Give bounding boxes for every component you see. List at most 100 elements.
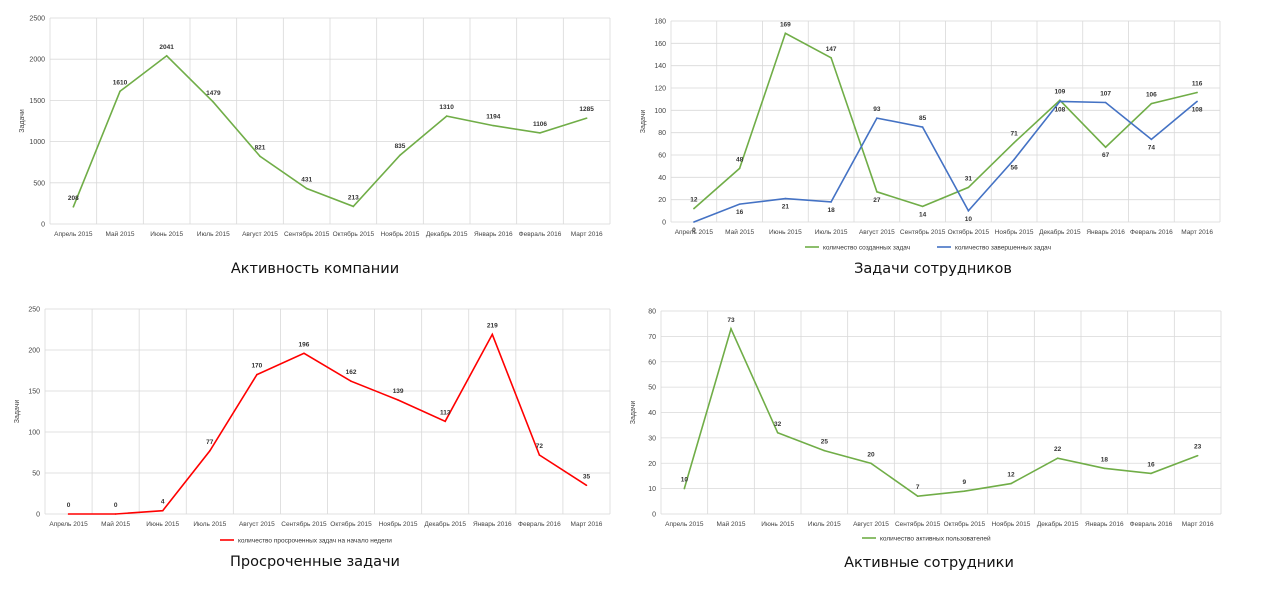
- data-point: [784, 197, 787, 200]
- data-label: 116: [1192, 80, 1203, 87]
- data-label: 56: [1011, 164, 1019, 171]
- data-point: [444, 420, 447, 423]
- x-tick-label: Декабрь 2015: [1037, 520, 1079, 528]
- x-tick-label: Июль 2015: [193, 521, 226, 528]
- data-point: [776, 432, 779, 434]
- data-label: 1106: [533, 121, 547, 128]
- series-line: [693, 32, 1198, 210]
- data-label: 1610: [113, 79, 128, 86]
- data-point: [72, 206, 75, 208]
- data-label: 0: [67, 502, 71, 509]
- data-point: [921, 205, 924, 208]
- legend-label: количество активных пользователей: [880, 535, 991, 543]
- y-tick-label: 40: [658, 175, 666, 182]
- data-point: [963, 490, 966, 492]
- data-point: [1013, 158, 1015, 161]
- y-tick-label: 100: [28, 430, 40, 437]
- y-tick-label: 0: [36, 512, 40, 519]
- data-point: [730, 327, 732, 330]
- x-tick-label: Февраль 2016: [1130, 521, 1173, 528]
- data-label: 0: [114, 502, 118, 509]
- y-tick-label: 30: [648, 435, 656, 442]
- chart-company-activity: 0 500 1000 1500 2000 2500 Задачи Апрель 2015 Май…: [19, 16, 611, 238]
- y-tick-label: 0: [41, 222, 45, 229]
- grid: [670, 20, 1221, 223]
- data-point: [967, 186, 970, 189]
- data-point: [114, 513, 117, 515]
- data-label: 1285: [579, 106, 594, 113]
- data-label: 170: [251, 363, 262, 370]
- y-tick-label: 150: [28, 389, 40, 396]
- data-label: 4: [161, 499, 165, 506]
- grid: [660, 310, 1222, 515]
- data-point: [1010, 482, 1012, 485]
- y-tick-label: 2500: [29, 16, 45, 23]
- data-label: 77: [206, 439, 214, 446]
- x-tick-label: Апрель 2015: [665, 521, 704, 528]
- data-point: [1103, 467, 1106, 470]
- data-label: 35: [583, 473, 591, 480]
- y-tick-label: 70: [648, 334, 656, 341]
- data-label: 431: [301, 176, 312, 183]
- legend-item: количество просроченных задач на начало …: [220, 538, 392, 545]
- data-point: [1196, 100, 1198, 103]
- data-label: 109: [1054, 88, 1065, 95]
- y-tick-label: 1500: [29, 98, 45, 105]
- y-tick-label: 20: [658, 197, 666, 204]
- chart-panel-employee-tasks: 0 20 40 60 80 100 120 140 160 180 Задачи Апрель 201…: [630, 0, 1267, 300]
- data-point: [256, 373, 258, 376]
- x-tick-label: Март 2016: [571, 521, 603, 528]
- x-tick-label: Август 2015: [859, 229, 895, 236]
- series-line: [72, 54, 587, 208]
- x-tick-label: Сентябрь 2015: [900, 228, 946, 236]
- y-axis-label: Задачи: [640, 110, 647, 134]
- data-point: [585, 117, 588, 119]
- data-label: 835: [395, 143, 406, 150]
- chart-panel-company-activity: 0 500 1000 1500 2000 2500 Задачи Апрель 2015 Май…: [0, 0, 630, 300]
- legend-item: количество созданных задач: [805, 245, 910, 252]
- y-tick-label: 10: [648, 486, 656, 493]
- x-tick-label: Июнь 2015: [769, 229, 802, 236]
- data-point: [738, 167, 741, 170]
- data-point: [1013, 141, 1015, 144]
- data-label: 213: [348, 194, 359, 201]
- data-label: 0: [692, 227, 696, 234]
- data-label: 108: [1054, 106, 1065, 113]
- data-label: 10: [965, 216, 973, 223]
- data-point: [445, 115, 448, 117]
- data-point: [538, 454, 541, 456]
- data-label: 9: [963, 479, 967, 486]
- x-tick-label: Декабрь 2015: [424, 520, 466, 528]
- chart-panel-active-employees: 0 10 20 30 40 50 60 70 80 Задачи Апрель 2015 Май 20…: [630, 300, 1267, 603]
- chart-overdue-tasks: 0 50 100 150 200 250 Задачи Апрель 2015 Май 2015…: [14, 307, 611, 545]
- x-tick-label: Июль 2015: [808, 521, 841, 528]
- data-label: 1479: [206, 90, 221, 97]
- data-label: 196: [299, 341, 310, 348]
- series-line: [683, 326, 1198, 498]
- x-tick-label: Июль 2015: [197, 231, 230, 238]
- y-tick-label: 140: [654, 63, 666, 70]
- data-point: [1104, 101, 1107, 104]
- data-point: [1104, 146, 1107, 148]
- legend-label: количество просроченных задач на начало …: [238, 538, 392, 545]
- x-tick-label: Май 2015: [101, 520, 130, 528]
- data-label: 113: [440, 409, 451, 416]
- data-point: [399, 154, 401, 156]
- x-tick-label: Июнь 2015: [146, 521, 179, 528]
- data-point: [539, 132, 541, 134]
- data-label: 72: [536, 443, 544, 450]
- data-point: [1059, 100, 1061, 103]
- y-tick-label: 2000: [29, 57, 45, 64]
- data-point: [1196, 91, 1198, 94]
- data-label: 12: [1007, 472, 1015, 479]
- x-tick-label: Март 2016: [1181, 229, 1213, 236]
- x-tick-label: Апрель 2015: [675, 229, 714, 236]
- x-tick-label: Январь 2016: [473, 521, 512, 528]
- data-point: [693, 221, 695, 223]
- x-tick-label: Май 2015: [717, 520, 746, 528]
- x-tick-label: Январь 2016: [1085, 521, 1124, 528]
- y-tick-label: 60: [648, 359, 656, 366]
- data-point: [683, 487, 686, 490]
- data-point: [921, 126, 924, 128]
